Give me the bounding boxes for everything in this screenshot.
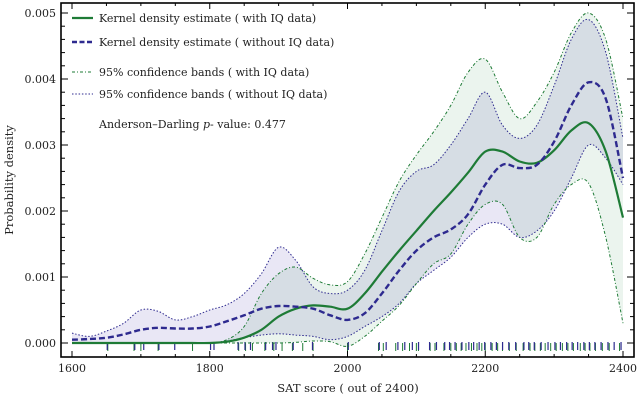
- x-axis-label: SAT score ( out of 2400): [277, 381, 418, 395]
- legend: Kernel density estimate ( with IQ data) …: [72, 12, 334, 131]
- x-tick-label: 1800: [196, 362, 224, 375]
- x-tick-label: 2000: [334, 362, 362, 375]
- ci-upper-without-iq: [71, 18, 624, 337]
- legend-label: Kernel density estimate ( without IQ dat…: [99, 36, 334, 49]
- rug-plot: [106, 342, 622, 351]
- annotation-p: p: [203, 118, 210, 131]
- y-tick-label: 0.005: [25, 7, 57, 20]
- x-tick-label: 2400: [609, 362, 637, 375]
- kde-line-with-iq: [72, 121, 625, 345]
- legend-item-ci-with-iq: 95% confidence bands ( with IQ data): [72, 66, 309, 79]
- y-axis-label: Probability density: [2, 125, 16, 235]
- legend-label: 95% confidence bands ( without IQ data): [99, 88, 327, 101]
- legend-label: Kernel density estimate ( with IQ data): [99, 12, 316, 25]
- legend-item-kde-without-iq: Kernel density estimate ( without IQ dat…: [72, 36, 334, 49]
- y-tick-label: 0.002: [25, 205, 57, 218]
- y-tick-label: 0.001: [25, 271, 57, 284]
- y-axis-ticks: 0.000 0.001 0.002 0.003 0.004 0.005: [25, 7, 634, 350]
- kde-line-without-iq: [71, 80, 625, 341]
- ci-lower-without-iq: [72, 143, 624, 344]
- y-tick-label: 0.004: [25, 73, 57, 86]
- band-fill-with-iq: [72, 12, 623, 347]
- y-tick-label: 0.000: [25, 337, 57, 350]
- density-lines: [71, 12, 625, 347]
- ci-upper-with-iq: [72, 12, 624, 344]
- legend-item-kde-with-iq: Kernel density estimate ( with IQ data): [72, 12, 316, 25]
- anderson-darling-annotation: Anderson–Darling p- value: 0.477: [98, 118, 286, 131]
- y-tick-label: 0.003: [25, 139, 57, 152]
- annotation-value: - value: 0.477: [210, 118, 286, 131]
- confidence-bands: [72, 12, 623, 347]
- legend-label: 95% confidence bands ( with IQ data): [99, 66, 309, 79]
- x-axis-ticks: 1600 1800 2000 2200 2400: [58, 3, 637, 375]
- annotation-prefix: Anderson–Darling: [98, 118, 203, 131]
- x-tick-label: 2200: [471, 362, 499, 375]
- x-tick-label: 1600: [58, 362, 86, 375]
- legend-item-ci-without-iq: 95% confidence bands ( without IQ data): [72, 88, 327, 101]
